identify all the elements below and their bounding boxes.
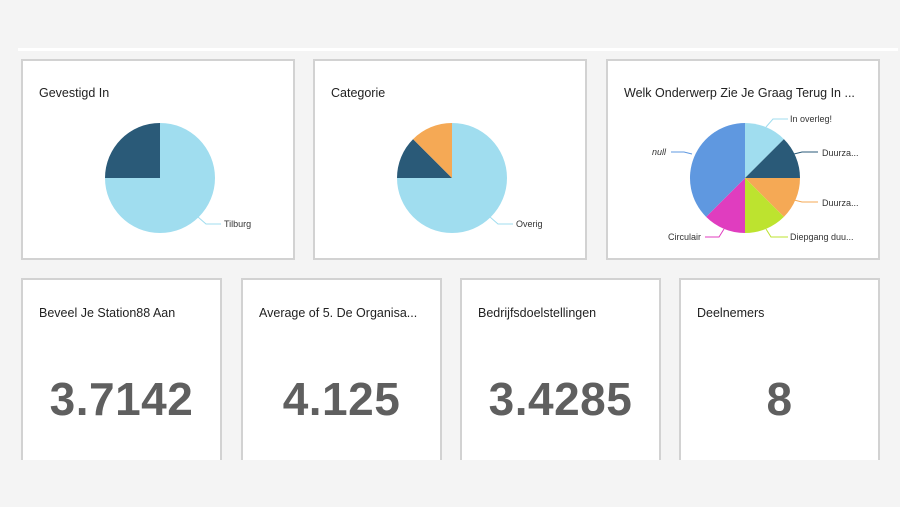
card-welk-onderwerp[interactable]: Welk Onderwerp Zie Je Graag Terug In ...… (606, 59, 880, 260)
pie-chart-categorie: Overig (397, 123, 543, 233)
card-gevestigd-in[interactable]: Gevestigd In Tilburg (21, 59, 295, 260)
slice-other[interactable] (105, 123, 160, 178)
slice-in-overleg[interactable] (745, 123, 784, 178)
label-tilburg: Tilburg (224, 219, 251, 229)
pie-chart-onderwerp: In overleg! Duurza... Duurza... Diepgang… (652, 114, 859, 242)
card-title: Average of 5. De Organisa... (259, 306, 418, 320)
card-deelnemers[interactable]: Deelnemers 8 (679, 278, 880, 460)
card-beveel[interactable]: Beveel Je Station88 Aan 3.7142 (21, 278, 222, 460)
slice-orange[interactable] (413, 123, 452, 178)
card-categorie[interactable]: Categorie Overig (313, 59, 587, 260)
slice-null[interactable] (689, 122, 745, 217)
card-average[interactable]: Average of 5. De Organisa... 4.125 (241, 278, 442, 460)
card-title: Gevestigd In (39, 86, 110, 100)
label-in-overleg: In overleg! (790, 114, 832, 124)
slice-duurza-1[interactable] (745, 139, 800, 178)
card-title: Beveel Je Station88 Aan (39, 306, 176, 320)
label-null: null (652, 147, 667, 157)
card-title: Categorie (331, 86, 386, 100)
slice-duurza-2[interactable] (745, 178, 800, 217)
label-circulair: Circulair (668, 232, 701, 242)
slice-diepgang[interactable] (745, 178, 784, 233)
header-strip (18, 48, 898, 51)
card-title: Deelnemers (697, 306, 765, 320)
kpi-value: 4.125 (282, 373, 401, 425)
label-duurza-2: Duurza... (822, 198, 859, 208)
kpi-value: 8 (766, 373, 793, 425)
slice-dark[interactable] (397, 139, 452, 178)
label-overig: Overig (516, 219, 543, 229)
kpi-value: 3.4285 (488, 373, 633, 425)
label-diepgang: Diepgang duu... (790, 232, 854, 242)
slice-circulair[interactable] (706, 178, 745, 233)
card-title: Welk Onderwerp Zie Je Graag Terug In ... (624, 86, 855, 100)
pie-chart-gevestigd: Tilburg (105, 123, 251, 233)
card-title: Bedrijfsdoelstellingen (478, 306, 597, 320)
label-duurza-1: Duurza... (822, 148, 859, 158)
kpi-value: 3.7142 (49, 373, 194, 425)
card-bedrijfsdoelstellingen[interactable]: Bedrijfsdoelstellingen 3.4285 (460, 278, 661, 460)
